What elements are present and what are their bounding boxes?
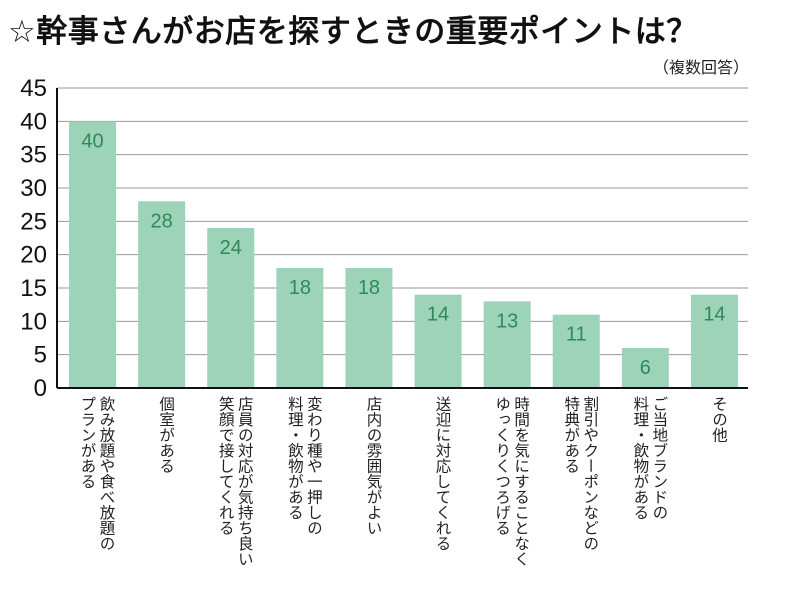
bar — [138, 201, 186, 388]
bar — [414, 294, 462, 388]
bar — [483, 301, 531, 388]
bar — [621, 348, 669, 388]
y-tick-label: 35 — [20, 142, 47, 169]
bar-value-label: 14 — [703, 304, 725, 326]
y-tick-label: 25 — [20, 208, 47, 235]
y-tick-label: 15 — [20, 275, 47, 302]
y-tick-label: 45 — [20, 75, 47, 102]
bar-value-label: 40 — [81, 130, 103, 152]
bar-value-label: 13 — [496, 310, 518, 332]
x-tick-label: 変わり種や一押しの 料理・飲物がある — [285, 396, 323, 536]
x-tick-label: 割引やクーポンなどの 特典がある — [562, 396, 600, 551]
bar-value-label: 18 — [358, 277, 380, 299]
y-tick-label: 10 — [20, 308, 47, 335]
x-tick-label: 店員の対応が気持ち良い 笑顔で接してくれる — [216, 396, 254, 567]
bar — [207, 228, 255, 388]
bar-value-label: 6 — [640, 357, 651, 379]
bar — [345, 268, 393, 388]
x-tick-label: 時間を気にすることなく ゆっくりくつろげる — [493, 396, 531, 567]
data-labels: 40 28 24 18 18 14 13 11 6 14 — [81, 130, 725, 379]
x-tick-label: 個室がある — [157, 396, 176, 474]
y-tick-label: 20 — [20, 242, 47, 269]
x-tick-label: ご当地ブランドの 料理・飲物がある — [631, 396, 669, 520]
bar-value-label: 28 — [151, 210, 173, 232]
y-tick-label: 40 — [20, 108, 47, 135]
chart-title: ☆幹事さんがお店を探すときの重要ポイントは？ — [8, 14, 698, 50]
bar — [276, 268, 324, 388]
bar — [552, 314, 600, 388]
bar-value-label: 11 — [566, 324, 587, 346]
x-tick-label: 送迎に対応してくれる — [433, 396, 452, 551]
chart-subtitle: （複数回答） — [652, 58, 749, 77]
bar — [690, 294, 738, 388]
y-tick-label: 30 — [20, 175, 47, 202]
y-tick-label: 0 — [34, 375, 47, 402]
y-axis-ticks: 0 5 10 15 20 25 30 35 40 45 — [20, 75, 47, 402]
bar-value-label: 24 — [220, 237, 242, 259]
bars — [69, 121, 738, 388]
y-tick-label: 5 — [34, 342, 47, 369]
x-tick-label: 飲み放題や食べ放題の プランがある — [78, 396, 116, 551]
bar-value-label: 18 — [289, 277, 311, 299]
bar — [69, 121, 117, 388]
x-tick-label: 店内の雰囲気がよい — [364, 396, 383, 536]
x-tick-label: その他 — [709, 396, 728, 443]
bar-value-label: 14 — [427, 304, 449, 326]
